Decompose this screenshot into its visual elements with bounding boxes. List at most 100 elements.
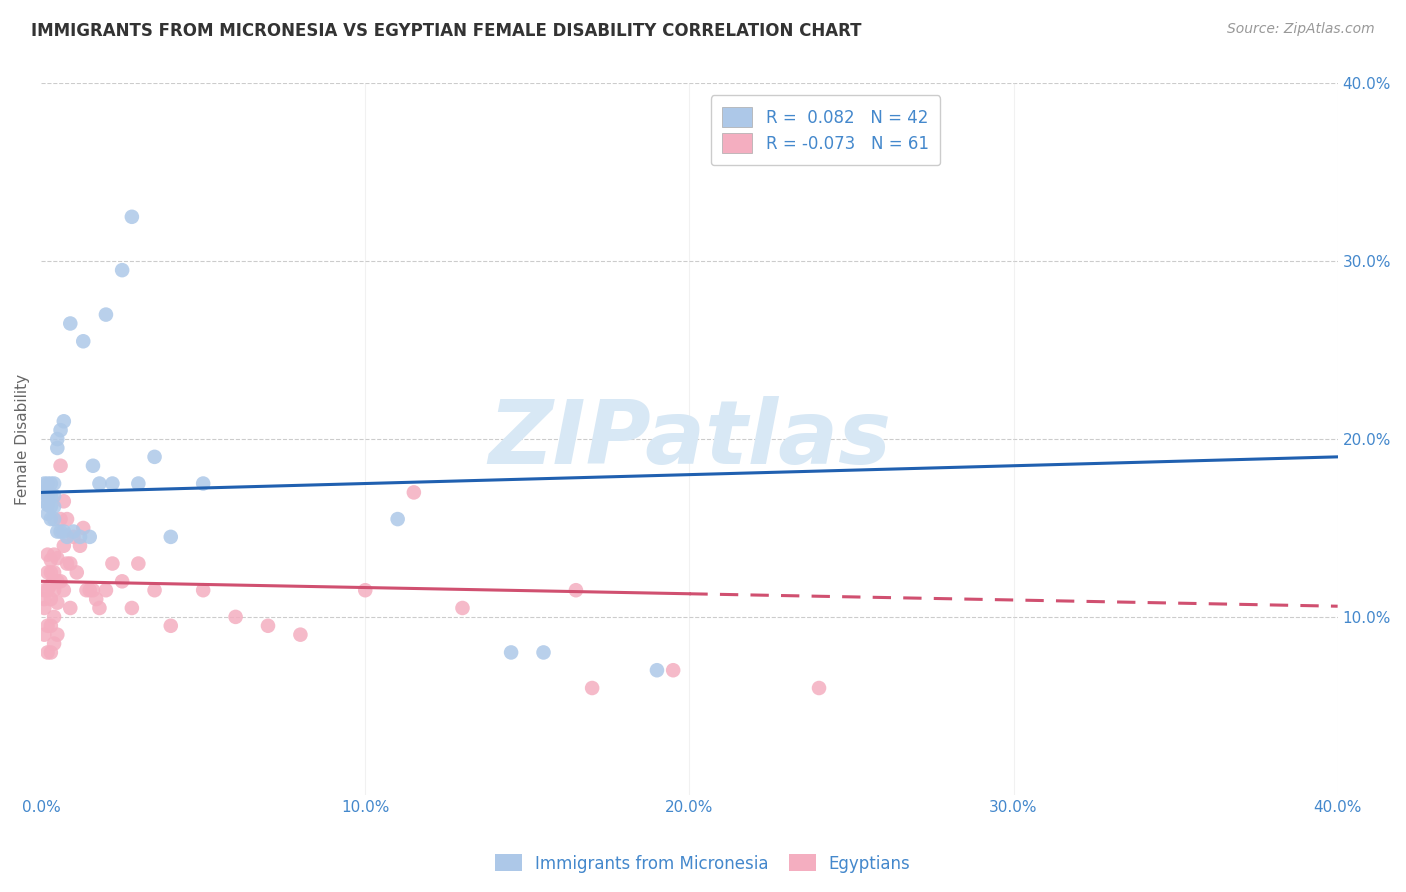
Point — [69, 539, 91, 553]
Point — [39, 489, 62, 503]
Point — [501, 645, 523, 659]
Point — [39, 553, 62, 567]
Point — [257, 619, 280, 633]
Point — [42, 583, 65, 598]
Point — [59, 557, 82, 571]
Point — [34, 494, 56, 508]
Point — [82, 583, 104, 598]
Point — [42, 548, 65, 562]
Point — [52, 494, 75, 508]
Point — [46, 628, 69, 642]
Point — [402, 485, 425, 500]
Point — [39, 592, 62, 607]
Point — [46, 596, 69, 610]
Point — [34, 583, 56, 598]
Point — [42, 636, 65, 650]
Point — [193, 583, 215, 598]
Point — [121, 601, 143, 615]
Point — [808, 681, 831, 695]
Point — [645, 663, 668, 677]
Text: IMMIGRANTS FROM MICRONESIA VS EGYPTIAN FEMALE DISABILITY CORRELATION CHART: IMMIGRANTS FROM MICRONESIA VS EGYPTIAN F… — [31, 22, 862, 40]
Point — [581, 681, 603, 695]
Text: Source: ZipAtlas.com: Source: ZipAtlas.com — [1227, 22, 1375, 37]
Point — [42, 610, 65, 624]
Point — [89, 476, 111, 491]
Point — [46, 524, 69, 539]
Point — [34, 592, 56, 607]
Point — [159, 530, 181, 544]
Point — [49, 574, 72, 589]
Point — [89, 601, 111, 615]
Point — [42, 500, 65, 514]
Point — [49, 512, 72, 526]
Point — [159, 619, 181, 633]
Text: ZIPatlas: ZIPatlas — [488, 395, 891, 483]
Point — [52, 414, 75, 428]
Point — [62, 530, 84, 544]
Point — [42, 512, 65, 526]
Point — [121, 210, 143, 224]
Point — [39, 645, 62, 659]
Point — [37, 476, 59, 491]
Point — [39, 476, 62, 491]
Point — [143, 583, 166, 598]
Point — [42, 489, 65, 503]
Point — [565, 583, 588, 598]
Point — [127, 557, 149, 571]
Point — [46, 432, 69, 446]
Point — [82, 458, 104, 473]
Point — [76, 583, 98, 598]
Point — [52, 524, 75, 539]
Point — [56, 557, 79, 571]
Point — [111, 263, 134, 277]
Point — [143, 450, 166, 464]
Point — [225, 610, 247, 624]
Point — [69, 530, 91, 544]
Point — [127, 476, 149, 491]
Point — [37, 645, 59, 659]
Point — [34, 601, 56, 615]
Point — [72, 521, 94, 535]
Point — [37, 619, 59, 633]
Point — [52, 583, 75, 598]
Point — [52, 539, 75, 553]
Point — [49, 524, 72, 539]
Legend: Immigrants from Micronesia, Egyptians: Immigrants from Micronesia, Egyptians — [489, 847, 917, 880]
Point — [37, 566, 59, 580]
Point — [39, 566, 62, 580]
Point — [39, 578, 62, 592]
Point — [193, 476, 215, 491]
Point — [101, 476, 124, 491]
Point — [34, 476, 56, 491]
Point — [79, 583, 101, 598]
Point — [46, 551, 69, 566]
Point — [34, 485, 56, 500]
Point — [84, 592, 107, 607]
Point — [101, 557, 124, 571]
Point — [56, 530, 79, 544]
Point — [94, 583, 117, 598]
Point — [37, 583, 59, 598]
Y-axis label: Female Disability: Female Disability — [15, 374, 30, 505]
Point — [39, 619, 62, 633]
Point — [49, 423, 72, 437]
Point — [46, 574, 69, 589]
Point — [37, 548, 59, 562]
Point — [662, 663, 685, 677]
Point — [354, 583, 377, 598]
Legend: R =  0.082   N = 42, R = -0.073   N = 61: R = 0.082 N = 42, R = -0.073 N = 61 — [710, 95, 941, 165]
Point — [111, 574, 134, 589]
Point — [79, 530, 101, 544]
Point — [59, 601, 82, 615]
Point — [56, 512, 79, 526]
Point — [34, 628, 56, 642]
Point — [387, 512, 409, 526]
Point — [72, 334, 94, 349]
Point — [59, 317, 82, 331]
Point — [46, 441, 69, 455]
Point — [37, 489, 59, 503]
Point — [37, 498, 59, 512]
Point — [49, 458, 72, 473]
Point — [94, 308, 117, 322]
Point — [62, 524, 84, 539]
